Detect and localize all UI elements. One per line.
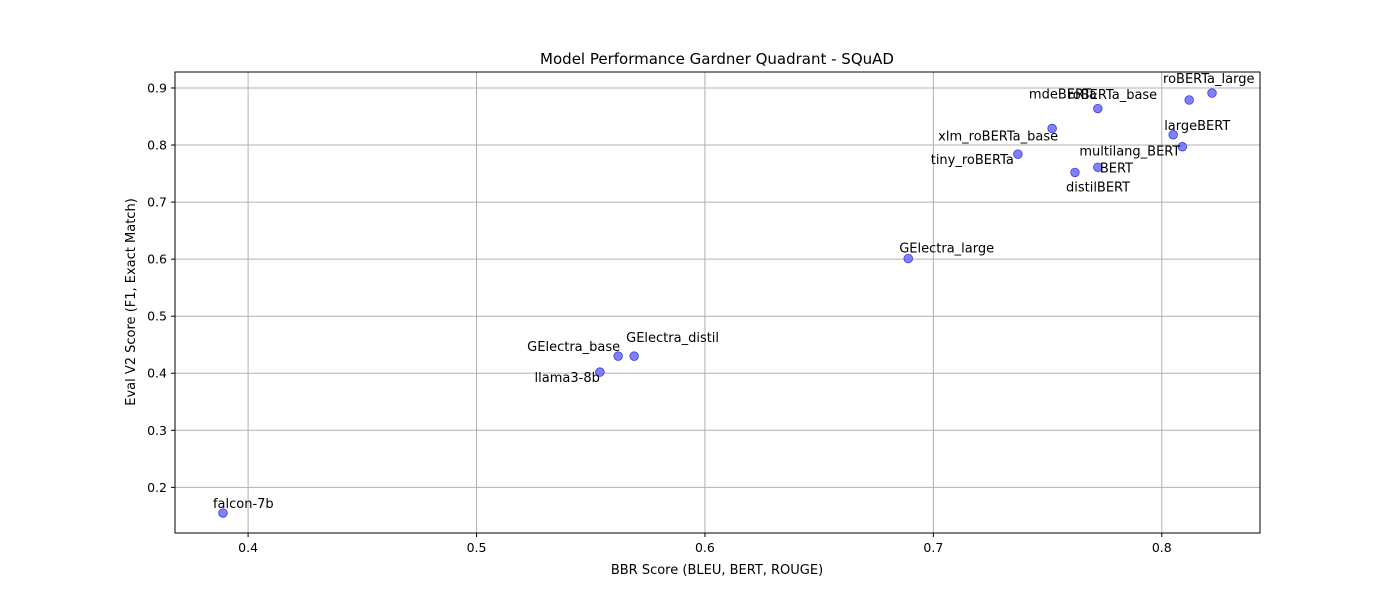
y-tick-label: 0.9	[147, 80, 167, 95]
x-tick-label: 0.7	[923, 540, 943, 555]
data-point	[1093, 103, 1103, 114]
chart-title: Model Performance Gardner Quadrant - SQu…	[540, 50, 894, 68]
point-label: GElectra_base	[527, 340, 620, 355]
point-labels: falcon-7b llama3-8b GElectra_base GElectra_…	[213, 72, 1255, 512]
data-point	[613, 351, 623, 361]
data-point	[1207, 88, 1217, 98]
data-point	[595, 367, 605, 377]
y-tick-label: 0.7	[147, 195, 167, 210]
y-axis-label: Eval V2 Score (F1, Exact Match)	[124, 198, 139, 406]
y-tick-label: 0.4	[147, 366, 167, 381]
data-point	[1013, 149, 1023, 159]
point-label: largeBERT	[1164, 119, 1230, 134]
point-label: GElectra_distil	[626, 331, 719, 346]
point-label: BERT	[1100, 161, 1133, 176]
y-tick-label: 0.8	[147, 138, 167, 153]
data-point	[1070, 167, 1080, 178]
point-label: roBERTa_large	[1163, 72, 1254, 87]
data-point	[218, 508, 228, 518]
point-label: mdeBERTa	[1029, 88, 1097, 103]
x-tick-label: 0.5	[467, 540, 487, 555]
grid-lines	[175, 72, 1260, 533]
x-tick-label: 0.4	[238, 540, 258, 555]
point-label: distilBERT	[1066, 180, 1130, 195]
y-tick-label: 0.5	[147, 309, 167, 324]
point-label: falcon-7b	[213, 497, 274, 512]
point-label: tiny_roBERTa	[931, 153, 1014, 168]
point-label: xlm_roBERTa_base	[938, 129, 1058, 144]
x-tick-label: 0.8	[1152, 540, 1172, 555]
data-point	[1184, 95, 1194, 105]
data-point	[1168, 130, 1178, 140]
axis-ticks: 0.4 0.5 0.6 0.7 0.8 0.2 0.3 0.4 0.5 0.6 0.7 0.8 0.9	[147, 80, 1172, 555]
point-label: llama3-8b	[535, 371, 600, 386]
x-axis-label: BBR Score (BLEU, BERT, ROUGE)	[611, 563, 823, 578]
data-point	[629, 351, 639, 361]
data-points	[218, 88, 1217, 518]
point-label: multilang_BERT	[1079, 145, 1180, 160]
data-point	[1177, 142, 1188, 152]
point-label: roBERTa_base	[1068, 88, 1157, 103]
y-tick-label: 0.2	[147, 480, 167, 495]
y-tick-label: 0.6	[147, 252, 167, 267]
point-label: GElectra_large	[899, 242, 994, 257]
plot-frame	[174, 71, 1261, 534]
data-point	[1093, 162, 1103, 172]
y-tick-label: 0.3	[147, 423, 167, 438]
x-tick-label: 0.6	[695, 540, 715, 555]
data-point	[903, 253, 913, 264]
data-point	[1047, 123, 1057, 134]
